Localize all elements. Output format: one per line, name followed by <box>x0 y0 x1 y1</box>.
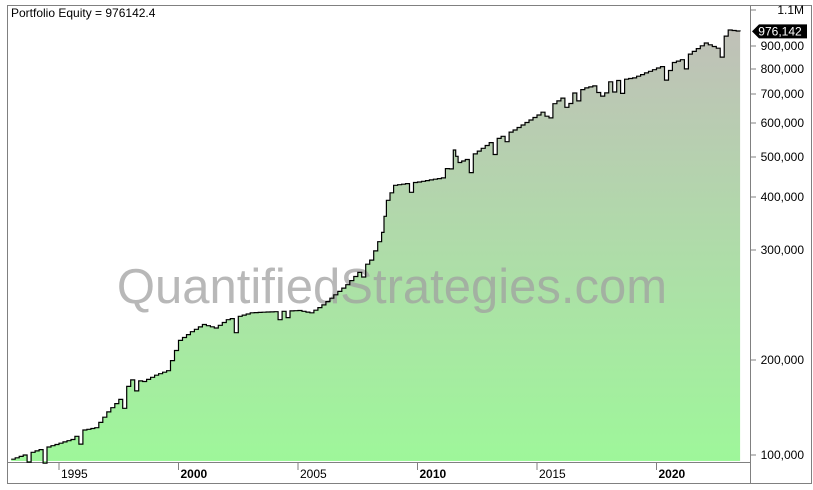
y-tick-label: 800,000 <box>761 62 805 76</box>
x-tick-label: 2015 <box>539 467 566 481</box>
y-tick-label: 500,000 <box>761 150 805 164</box>
chart-title: Portfolio Equity = 976142.4 <box>11 6 156 20</box>
equity-area <box>11 30 741 464</box>
equity-line <box>11 29 741 464</box>
x-tick-label: 2020 <box>659 467 686 481</box>
y-tick-label: 400,000 <box>761 190 805 204</box>
x-tick-label: 1995 <box>61 467 88 481</box>
x-tick-label: 2000 <box>181 467 208 481</box>
y-tick-label: 300,000 <box>761 243 805 257</box>
last-value-marker: 976,142 <box>752 24 807 39</box>
x-tick-label: 2010 <box>420 467 447 481</box>
y-tick-label: 700,000 <box>761 87 805 101</box>
y-tick-label: 900,000 <box>761 39 805 53</box>
last-value-label: 976,142 <box>758 24 802 38</box>
y-tick-label: 100,000 <box>761 448 805 462</box>
y-tick-label: 200,000 <box>761 353 805 367</box>
watermark: QuantifiedStrategies.com <box>117 260 667 314</box>
y-tick-label: 1.1M <box>777 3 804 17</box>
x-tick-label: 2005 <box>300 467 327 481</box>
y-tick-label: 600,000 <box>761 116 805 130</box>
